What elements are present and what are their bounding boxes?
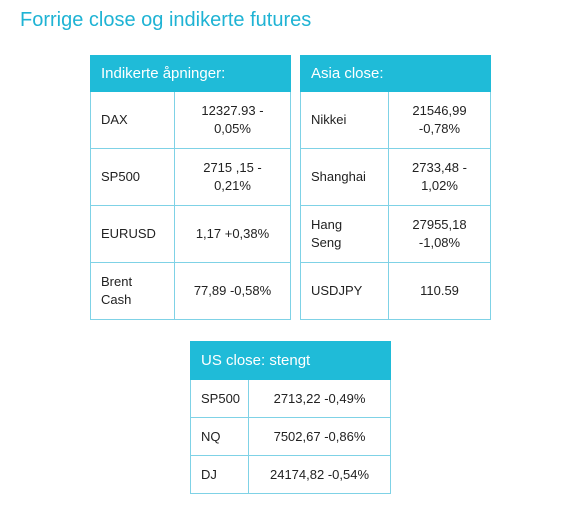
table-row: Nikkei 21546,99 -0,78% (300, 91, 492, 149)
table-row: SP500 2713,22 -0,49% (190, 379, 391, 418)
indicated-openings-header: Indikerte åpninger: (90, 55, 291, 92)
table-row: DAX 12327.93 -0,05% (90, 91, 291, 149)
us-close-rows: SP500 2713,22 -0,49% NQ 7502,67 -0,86% DJ 241… (190, 379, 391, 494)
page-title: Forrige close og indikerte futures (20, 9, 312, 31)
instrument-value: 2715 ,15 -0,21% (174, 148, 291, 206)
indicated-openings-rows: DAX 12327.93 -0,05% SP500 2715 ,15 -0,21% EU… (90, 91, 291, 320)
instrument-value: 2733,48 -1,02% (387, 148, 492, 206)
table-row: DJ 24174,82 -0,54% (190, 455, 391, 494)
table-row: Shanghai 2733,48 -1,02% (300, 148, 492, 206)
instrument-value: 7502,67 -0,86% (248, 417, 391, 456)
instrument-name: EURUSD (90, 205, 175, 263)
instrument-name: Brent Cash (90, 262, 175, 320)
instrument-value: 2713,22 -0,49% (248, 379, 391, 418)
table-row: EURUSD 1,17 +0,38% (90, 205, 291, 263)
table-row: SP500 2715 ,15 -0,21% (90, 148, 291, 206)
asia-close-rows: Nikkei 21546,99 -0,78% Shanghai 2733,48 -1,0… (300, 91, 492, 320)
instrument-name: Hang Seng (300, 205, 389, 263)
instrument-value: 110.59 (387, 262, 492, 320)
instrument-value: 1,17 +0,38% (174, 205, 291, 263)
instrument-value: 27955,18 -1,08% (387, 205, 492, 263)
instrument-name: Nikkei (300, 91, 389, 149)
instrument-value: 12327.93 -0,05% (174, 91, 291, 149)
indicated-openings-table: Indikerte åpninger: DAX 12327.93 -0,05% SP… (90, 55, 291, 320)
instrument-name: DJ (190, 455, 249, 494)
instrument-name: Shanghai (300, 148, 389, 206)
instrument-value: 21546,99 -0,78% (387, 91, 492, 149)
instrument-value: 24174,82 -0,54% (248, 455, 391, 494)
instrument-name: SP500 (90, 148, 175, 206)
us-close-table: US close: stengt SP500 2713,22 -0,49% NQ 75… (190, 341, 391, 494)
instrument-name: USDJPY (300, 262, 389, 320)
instrument-name: SP500 (190, 379, 249, 418)
table-row: USDJPY 110.59 (300, 262, 492, 320)
asia-close-table: Asia close: Nikkei 21546,99 -0,78% Shanghai… (299, 55, 492, 320)
table-row: Hang Seng 27955,18 -1,08% (300, 205, 492, 263)
instrument-value: 77,89 -0,58% (174, 262, 291, 320)
us-close-header: US close: stengt (190, 341, 391, 380)
instrument-name: NQ (190, 417, 249, 456)
table-row: Brent Cash 77,89 -0,58% (90, 262, 291, 320)
table-row: NQ 7502,67 -0,86% (190, 417, 391, 456)
instrument-name: DAX (90, 91, 175, 149)
asia-close-header: Asia close: (299, 55, 492, 92)
